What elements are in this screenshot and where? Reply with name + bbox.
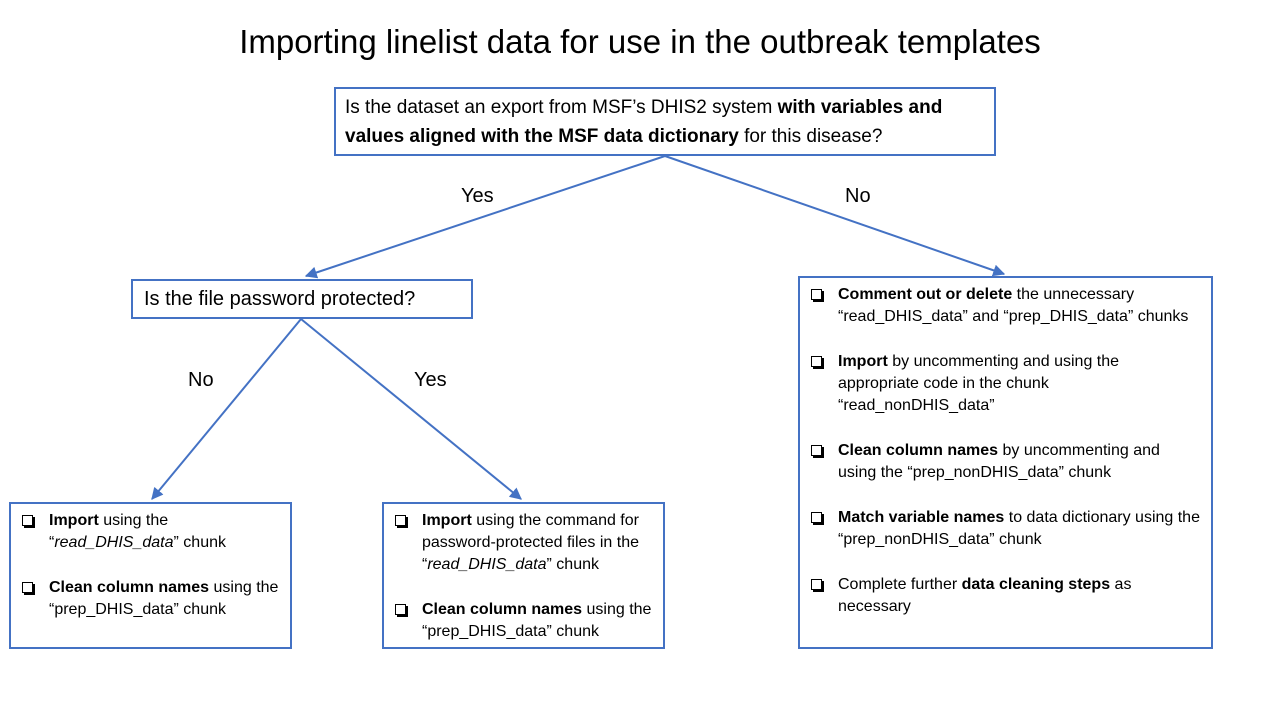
arrow-yes-to-protected-box [300,318,522,500]
non-dhis-steps: Comment out or delete the unnecessary “r… [798,276,1213,649]
checkbox-icon [811,356,822,367]
item-text: by uncommenting and using the appropriat… [838,353,1120,414]
dhis-protected-steps: Import using the command for password-pr… [382,502,665,649]
item-italic: read_DHIS_data [427,556,547,573]
item-text-post: as necessary [838,576,1132,615]
item-bold: Import [838,353,888,370]
checkbox-icon [811,512,822,523]
item-text-pre: Complete further [838,576,962,593]
item-text-end: ” chunk [173,534,226,551]
checkbox-icon [811,445,822,456]
item-bold: Import [49,512,99,529]
question-text-2: for this disease? [738,126,883,147]
checklist-item: Import by uncommenting and using the app… [810,351,1201,417]
item-bold: Clean column names [49,579,210,596]
arrow-no-to-unprotected-box [151,318,302,500]
checklist-item: Clean column names by uncommenting and u… [810,440,1201,484]
item-bold: Match variable names [838,509,1005,526]
item-bold: data cleaning steps [961,576,1111,593]
dhis2-export-question: Is the dataset an export from MSF’s DHIS… [334,87,996,156]
arrow-yes-to-password-question [304,155,666,279]
dhis-unprotected-steps: Import using the “read_DHIS_data” chunk … [9,502,292,649]
item-bold: Clean column names [838,442,999,459]
password-question: Is the file password protected? [131,279,473,319]
item-italic: read_DHIS_data [54,534,174,551]
question-text-bold: with variables and values aligned with t… [345,97,943,147]
checklist-item: Clean column names using the “prep_DHIS_… [394,599,653,643]
checklist-item: Import using the “read_DHIS_data” chunk [21,510,280,554]
item-text: using the “prep_DHIS_data” chunk [49,579,279,618]
item-bold: Comment out or delete [838,286,1013,303]
arrow-no-to-non-dhis-box [664,155,1006,277]
question-text-1: Is the dataset an export from MSF’s DHIS… [345,97,778,118]
label-yes-mid: Yes [414,369,447,391]
checkbox-icon [811,579,822,590]
checkbox-icon [395,604,406,615]
item-text: to data dictionary using the “prep_nonDH… [838,509,1200,548]
page-title: Importing linelist data for use in the o… [239,23,1041,60]
checklist-item: Match variable names to data dictionary … [810,507,1201,551]
checkbox-icon [811,289,822,300]
item-text: the unnecessary “read_DHIS_data” and “pr… [838,286,1189,325]
item-text: using the “prep_DHIS_data” chunk [422,601,652,640]
item-text: using the command for password-protected… [422,512,639,573]
label-no-left: No [188,369,214,391]
checklist-item: Comment out or delete the unnecessary “r… [810,284,1201,328]
checklist-item: Complete further data cleaning steps as … [810,574,1201,618]
item-text-end: ” chunk [546,556,599,573]
item-text: by uncommenting and using the “prep_nonD… [838,442,1160,481]
item-text: using the “ [49,512,169,551]
checkbox-icon [22,582,33,593]
label-yes-top: Yes [461,185,494,207]
checklist-item: Import using the command for password-pr… [394,510,653,576]
item-bold: Import [422,512,472,529]
checklist-item: Clean column names using the “prep_DHIS_… [21,577,280,621]
label-no-top: No [845,185,871,207]
item-bold: Clean column names [422,601,583,618]
checkbox-icon [395,515,406,526]
checkbox-icon [22,515,33,526]
